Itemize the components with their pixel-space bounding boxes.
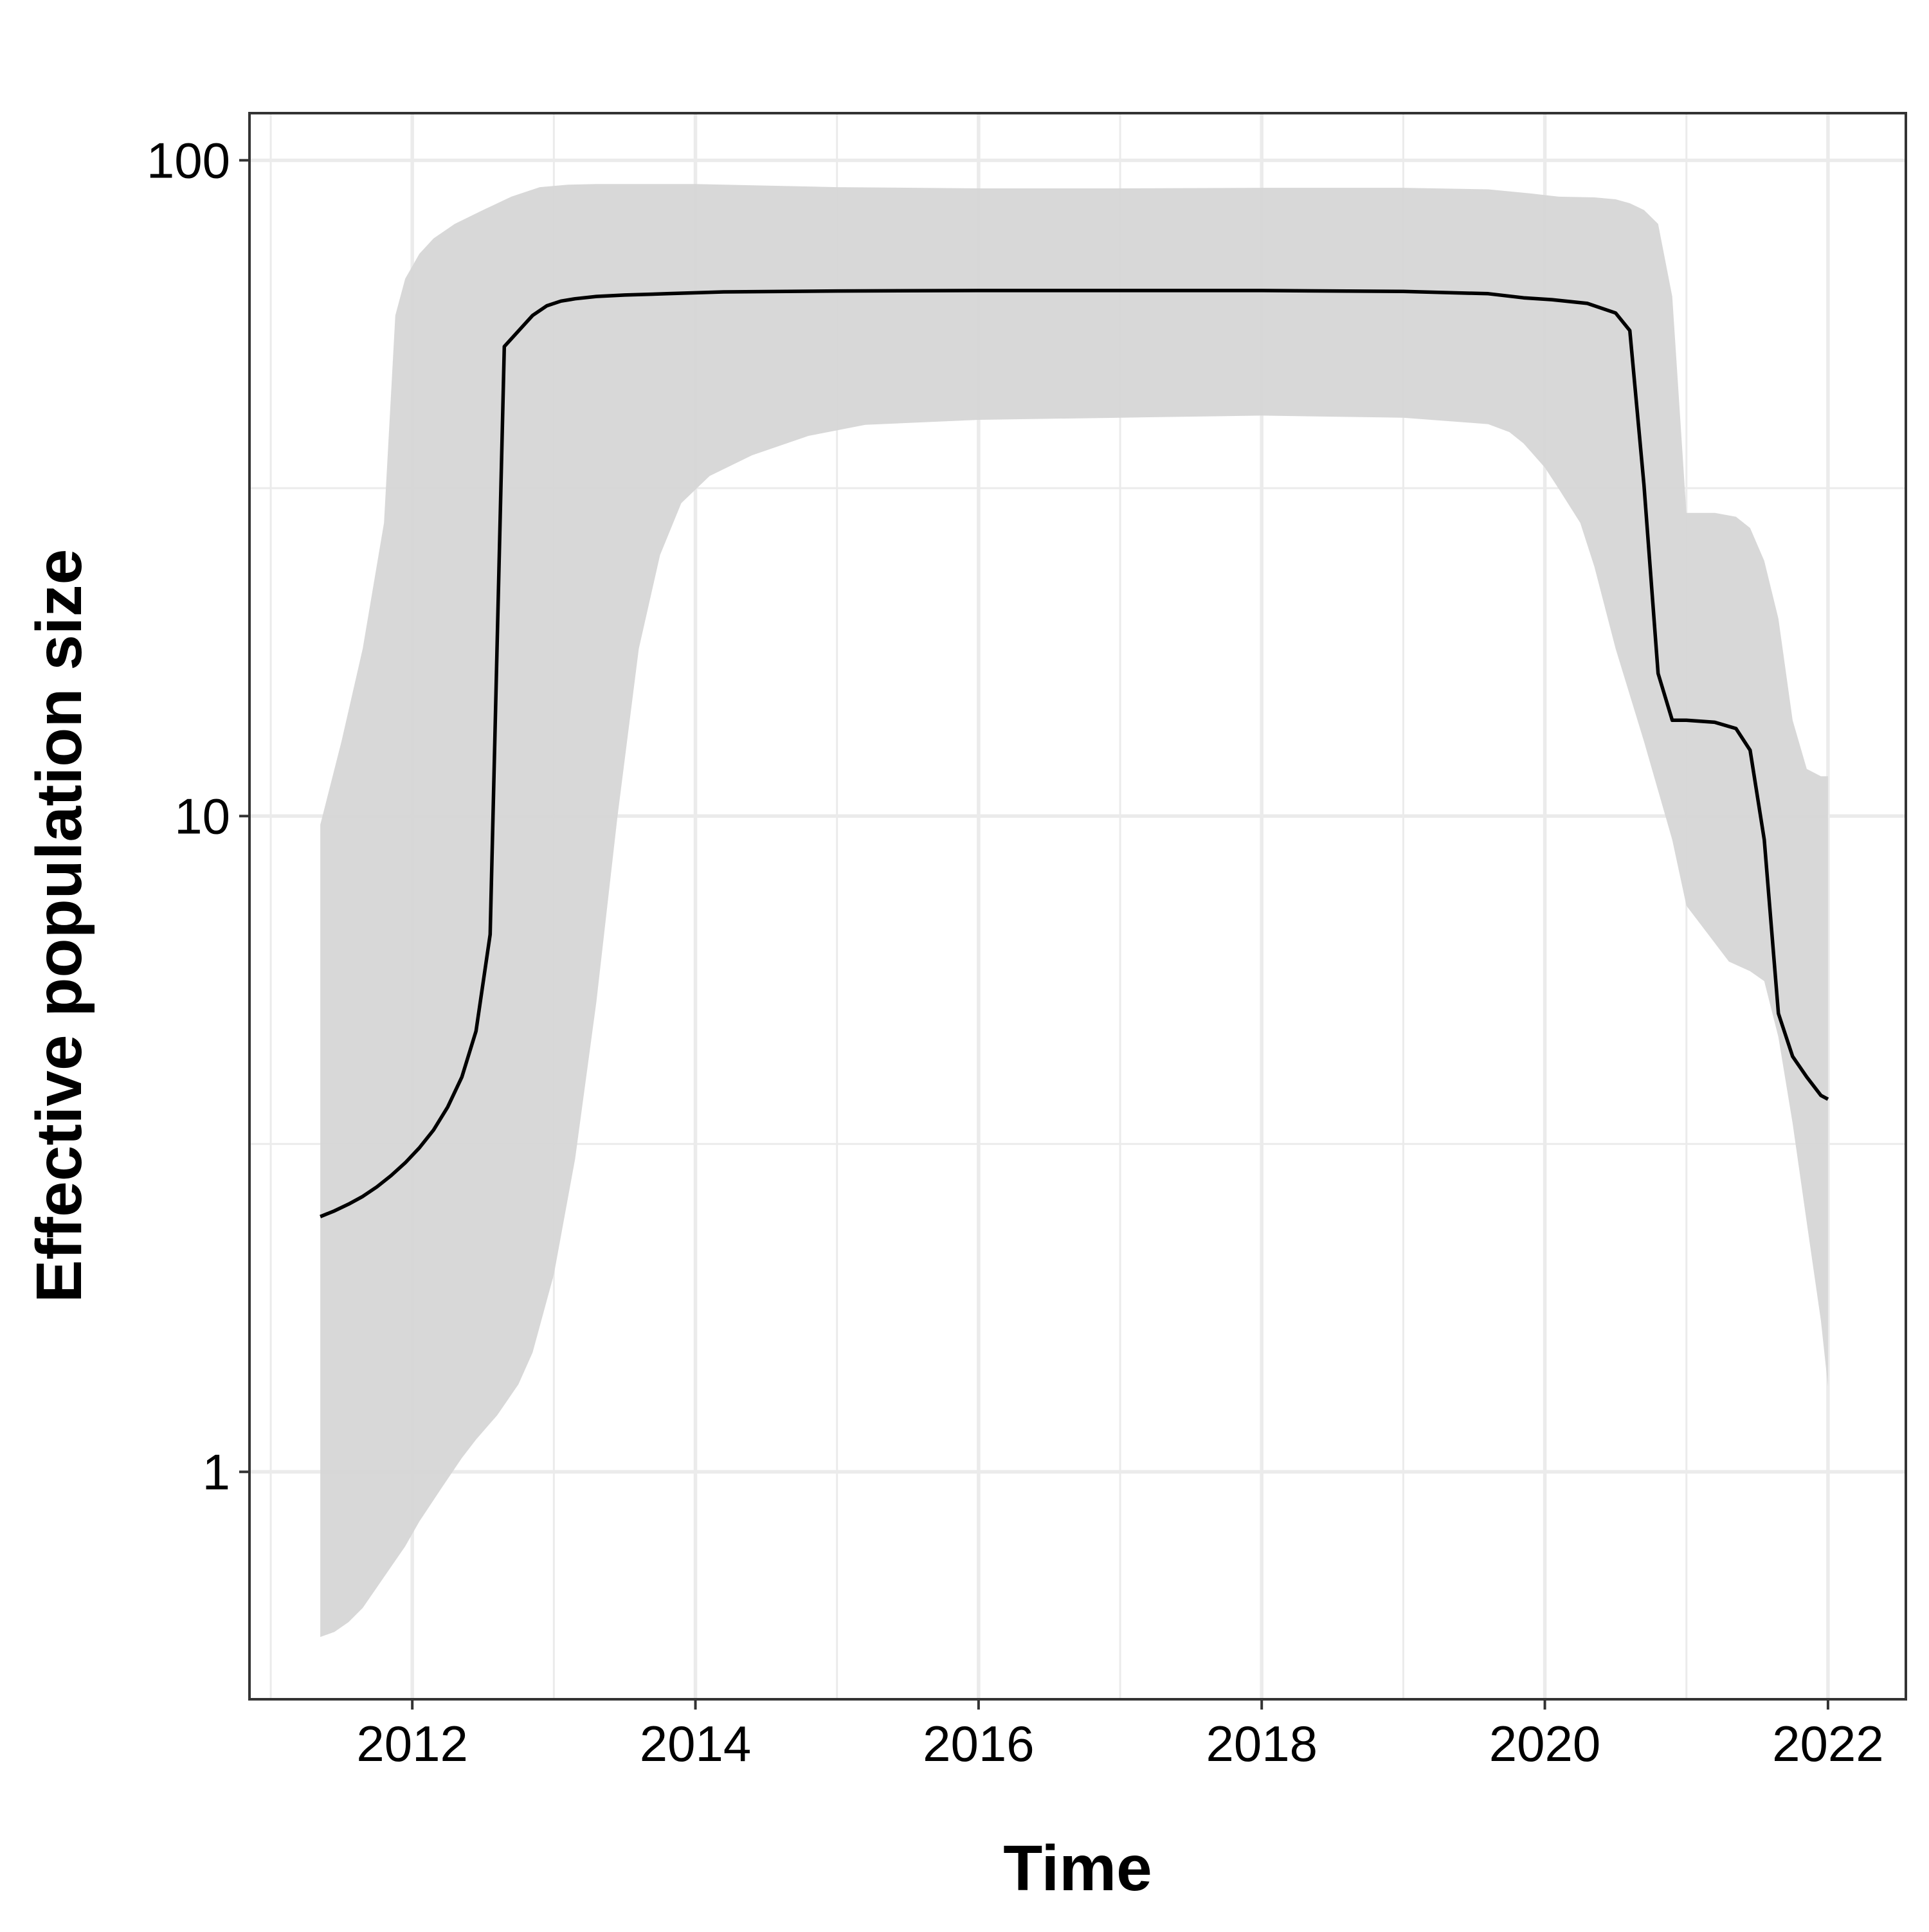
median-line [320, 289, 1829, 1218]
line-layer [320, 289, 1829, 1218]
tick-layer: 2012 2014 2016 2018 2020 2022 1 10 100 [147, 132, 1884, 1772]
x-tick-label: 2014 [640, 1715, 752, 1772]
panel-border [248, 112, 1907, 1701]
x-tick-label: 2012 [356, 1715, 468, 1772]
y-tick-label: 100 [147, 132, 230, 188]
y-tick-label: 10 [174, 788, 230, 844]
confidence-band [320, 184, 1828, 1638]
y-tick-label: 1 [203, 1443, 230, 1500]
x-axis-title: Time [1003, 1832, 1152, 1904]
x-tick-label: 2020 [1489, 1715, 1601, 1772]
x-tick-label: 2016 [923, 1715, 1035, 1772]
x-tick-label: 2022 [1772, 1715, 1884, 1772]
band-layer [320, 184, 1828, 1638]
y-axis-title: Effective population size [23, 549, 95, 1303]
x-tick-label: 2018 [1206, 1715, 1318, 1772]
